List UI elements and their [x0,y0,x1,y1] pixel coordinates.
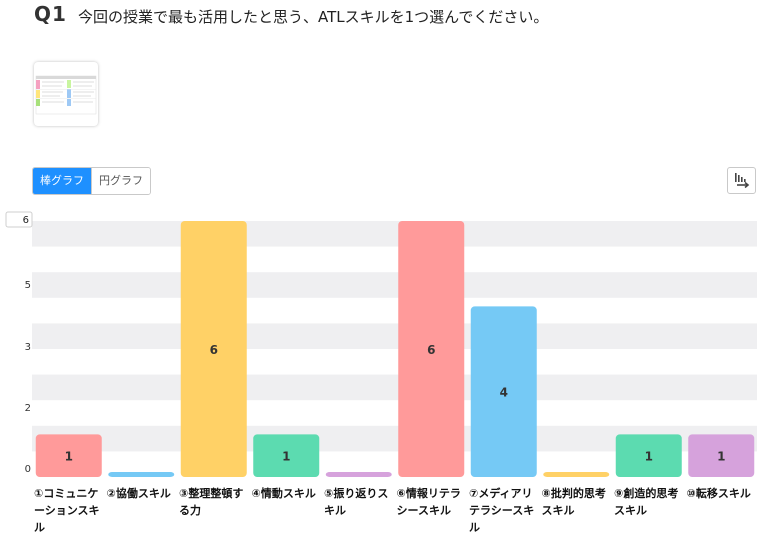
grid-band [32,323,757,349]
x-tick-label: ④情動スキル [251,487,316,500]
bar [688,434,755,477]
x-tick-label: ③整理整頓する力 [179,487,244,517]
bar [108,472,175,477]
grid-band [32,221,757,247]
x-tick-label: ⑨創造的思考スキル [614,487,679,517]
bar [543,472,610,477]
x-tick-label: ⑤振り返りスキル [324,487,389,517]
x-tick-label: ②協働スキル [106,487,171,500]
bar [398,221,465,477]
bar [35,434,102,477]
chart-type-toggle: 棒グラフ 円グラフ [32,167,151,195]
x-tick-label: ⑥情報リテラシースキル [396,487,461,517]
bar-value-label: 1 [282,450,290,464]
bar [180,221,247,477]
bar-value-label: 6 [210,343,218,357]
y-max-box-frame [5,211,33,228]
bar [253,434,320,477]
x-tick-label: ①コミュニケーションスキル [34,487,100,534]
y-tick-label: 0 [25,464,31,475]
thumbnail-image [35,75,97,115]
y-max-label: 6 [23,215,29,226]
y-tick-label: 3 [25,342,31,353]
bar-chart: 6 0 2 3 5 1 6 1 6 4 1 1 [5,211,757,477]
bar-value-label: 6 [427,343,435,357]
bar-chart-button[interactable]: 棒グラフ [33,168,91,194]
bar [470,306,537,477]
x-tick-label: ⑧批判的思考スキル [541,487,606,517]
y-tick-label: 2 [25,403,31,414]
atl-skills-thumbnail[interactable] [34,62,98,126]
grid-band [32,272,757,298]
sort-button[interactable] [727,167,756,194]
question-number: Q1 [34,2,67,26]
bar-value-label: 1 [645,450,653,464]
x-tick-label: ⑩転移スキル [686,487,751,500]
y-tick-label: 5 [25,280,31,291]
bar-value-label: 4 [500,386,508,400]
y-max-box: 6 [5,211,33,228]
grid-band [32,374,757,401]
bar [325,472,392,477]
x-tick-label: ⑦メディアリテラシースキル [469,487,535,534]
bar-value-label: 1 [717,450,725,464]
bar-value-label: 1 [65,450,73,464]
question-text: 今回の授業で最も活用したと思う、ATLスキルを1つ選んでください。 [78,8,549,26]
bar [615,434,682,477]
pie-chart-button[interactable]: 円グラフ [91,168,150,194]
sort-descending-icon [734,173,749,189]
